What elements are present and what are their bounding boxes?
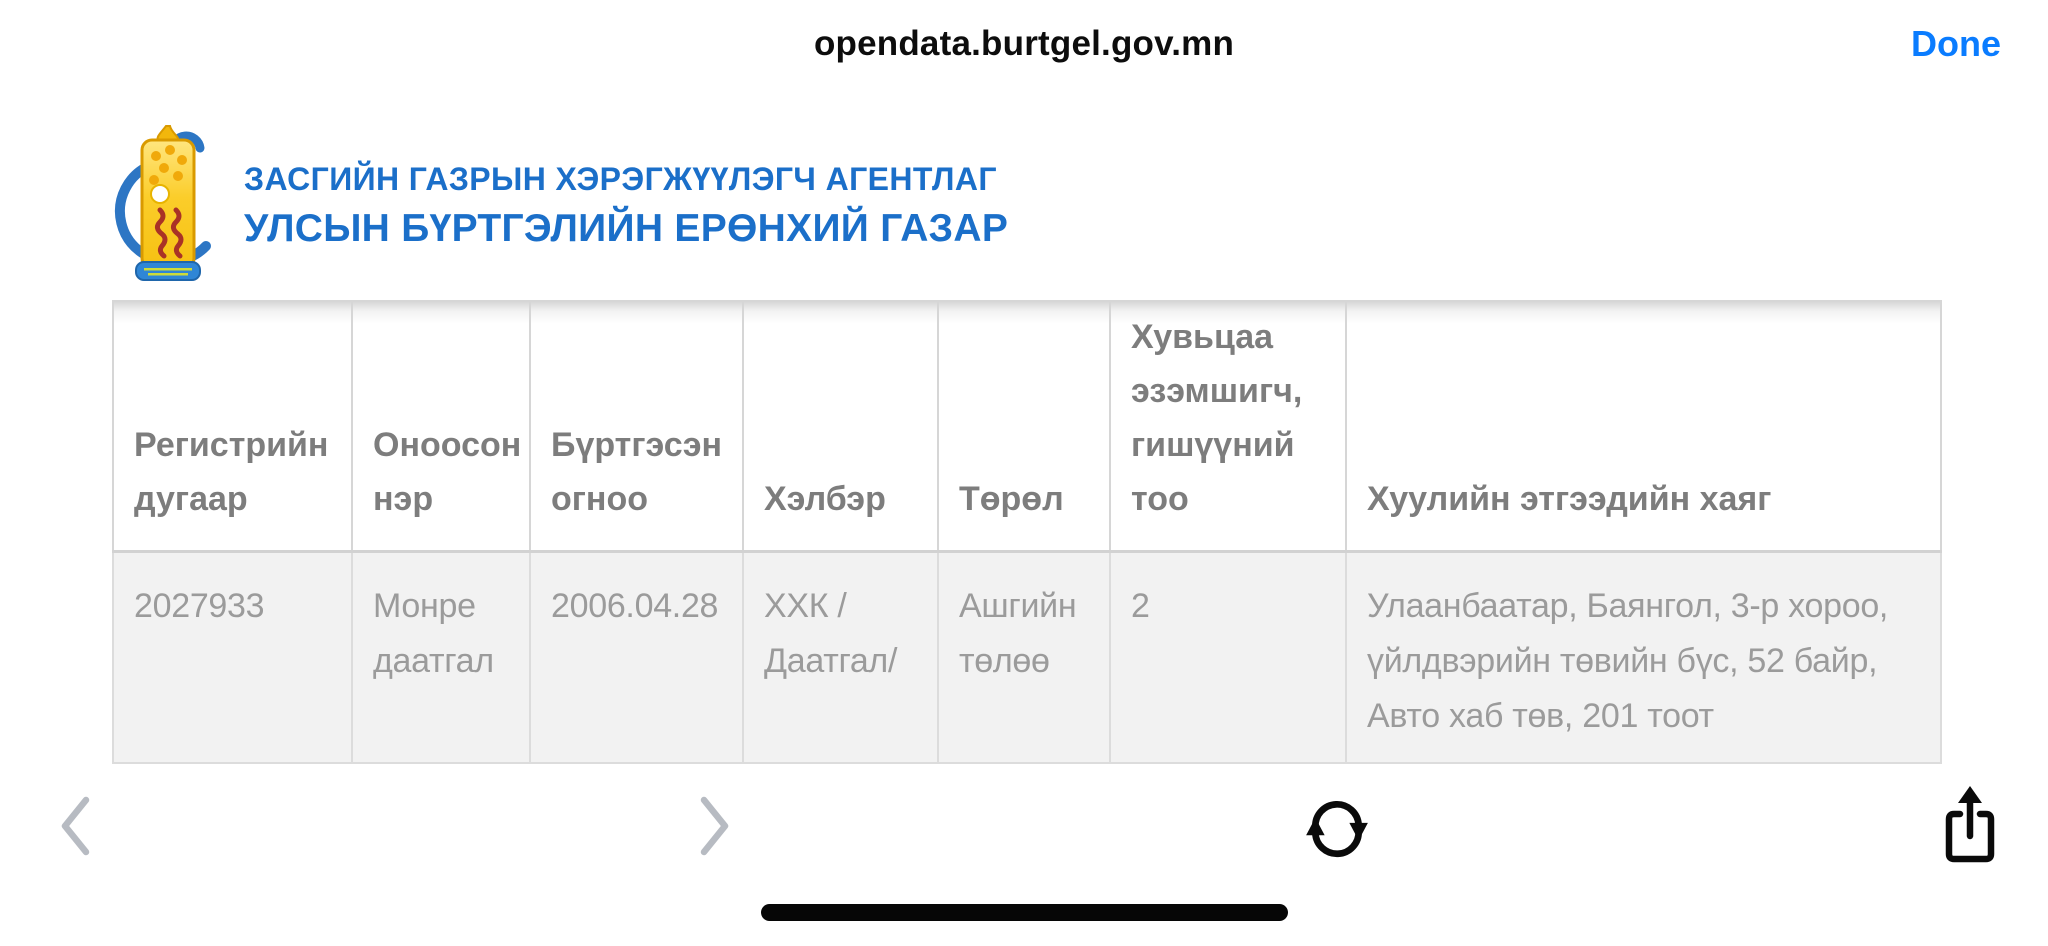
chevron-left-icon: [61, 796, 90, 856]
cell-legal-address: Улаанбаатар, Баянгол, 3-р хороо, үйлдвэр…: [1345, 550, 1942, 764]
agency-title-block: ЗАСГИЙН ГАЗРЫН ХЭРЭГЖҮҮЛЭГЧ АГЕНТЛАГ УЛС…: [244, 157, 1008, 254]
table-row: 2027933 Монре даатгал 2006.04.28 ХХК / Д…: [112, 550, 1942, 764]
cell-registered-date: 2006.04.28: [529, 550, 744, 764]
home-indicator-handle[interactable]: [761, 904, 1288, 921]
cell-shareholder-count: 2: [1109, 550, 1347, 764]
done-button[interactable]: Done: [1911, 23, 2001, 64]
agency-title-line1: ЗАСГИЙН ГАЗРЫН ХЭРЭГЖҮҮЛЭГЧ АГЕНТЛАГ: [244, 160, 997, 197]
chevron-right-icon: [700, 796, 729, 856]
forward-button[interactable]: [694, 794, 734, 858]
refresh-button[interactable]: [1302, 792, 1372, 862]
header-cell-type: Төрөл: [937, 300, 1111, 553]
refresh-icon: [1306, 801, 1368, 858]
cell-form: ХХК / Даатгал/: [742, 550, 939, 764]
cell-register-number: 2027933: [112, 550, 353, 764]
header-cell-name: Оноосон нэр: [351, 300, 531, 553]
url-label: opendata.burtgel.gov.mn: [813, 24, 1235, 63]
header-cell-form: Хэлбэр: [742, 300, 939, 553]
header-cell-legal-address: Хуулийн этгээдийн хаяг: [1345, 300, 1942, 553]
browser-top-bar: opendata.burtgel.gov.mn Done: [0, 0, 2048, 96]
header-cell-registered-date: Бүртгэсэн огноо: [529, 300, 744, 553]
agency-emblem-logo: [115, 125, 211, 281]
table-header-row: Регистрийн дугаар Оноосон нэр Бүртгэсэн …: [112, 300, 1942, 553]
cell-name: Монре даатгал: [351, 550, 531, 764]
agency-header: ЗАСГИЙН ГАЗРЫН ХЭРЭГЖҮҮЛЭГЧ АГЕНТЛАГ УЛС…: [108, 124, 1008, 286]
agency-title-line2: УЛСЫН БҮРТГЭЛИЙН ЕРӨНХИЙ ГАЗАР: [244, 206, 1009, 250]
registry-table: Регистрийн дугаар Оноосон нэр Бүртгэсэн …: [112, 300, 1942, 764]
header-cell-shareholder-count: Хувьцаа эзэмшигч, гишүүний тоо: [1109, 300, 1347, 553]
cell-type: Ашгийн төлөө: [937, 550, 1111, 764]
share-button[interactable]: [1938, 784, 2002, 866]
header-cell-register-number: Регистрийн дугаар: [112, 300, 353, 553]
back-button[interactable]: [56, 794, 96, 858]
share-icon: [1945, 786, 1995, 863]
